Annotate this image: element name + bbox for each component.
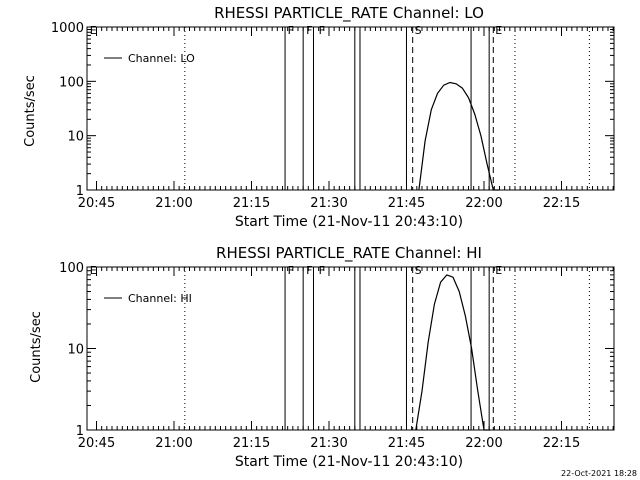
y-axis-label-hi: Counts/sec xyxy=(29,311,44,383)
flag-letter-lo: F xyxy=(288,24,294,37)
flag-letter-lo: E xyxy=(495,24,502,37)
flag-letter-hi: F xyxy=(306,264,312,277)
x-axis-label-lo: Start Time (21-Nov-11 20:43:10) xyxy=(235,214,463,230)
panel-hi: RHESSI PARTICLE_RATE Channel: HI Start T… xyxy=(29,244,615,470)
chart-title-lo: RHESSI PARTICLE_RATE Channel: LO xyxy=(214,4,484,23)
flag-letter-lo: E xyxy=(90,24,97,37)
x-tick-label-hi: 21:00 xyxy=(155,436,192,451)
y-tick-label-lo: 100 xyxy=(59,75,84,90)
x-tick-label-lo: 22:00 xyxy=(465,196,502,211)
flag-letter-lo: S xyxy=(415,24,422,37)
x-tick-label-hi: 22:15 xyxy=(543,436,580,451)
flag-letter-hi: E xyxy=(90,264,97,277)
y-tick-label-lo: 10 xyxy=(67,130,84,145)
x-tick-label-hi: 21:45 xyxy=(388,436,425,451)
flag-letter-lo: F xyxy=(319,24,325,37)
y-tick-label-hi: 10 xyxy=(67,343,84,358)
data-series-line-hi xyxy=(415,274,491,431)
legend-label-lo: Channel: LO xyxy=(128,52,195,65)
plot-frame-lo xyxy=(86,26,615,191)
x-tick-label-hi: 20:45 xyxy=(78,436,115,451)
x-tick-label-lo: 21:30 xyxy=(310,196,347,211)
flag-letter-hi: F xyxy=(288,264,294,277)
legend-label-hi: Channel: HI xyxy=(128,292,192,305)
x-axis-label-hi: Start Time (21-Nov-11 20:43:10) xyxy=(235,454,463,470)
x-tick-label-lo: 21:00 xyxy=(155,196,192,211)
x-tick-label-hi: 21:30 xyxy=(310,436,347,451)
y-tick-label-lo: 1000 xyxy=(51,21,84,36)
panel-lo: RHESSI PARTICLE_RATE Channel: LO Start T… xyxy=(23,4,615,230)
x-tick-label-lo: 22:15 xyxy=(543,196,580,211)
footer-timestamp: 22-Oct-2021 18:28 xyxy=(561,469,637,478)
x-tick-label-lo: 21:45 xyxy=(388,196,425,211)
flag-letter-lo: F xyxy=(306,24,312,37)
chart-title-hi: RHESSI PARTICLE_RATE Channel: HI xyxy=(216,244,482,263)
y-tick-label-hi: 1 xyxy=(76,424,84,439)
flag-letter-hi: F xyxy=(319,264,325,277)
x-tick-label-lo: 21:15 xyxy=(233,196,270,211)
y-tick-label-hi: 100 xyxy=(59,261,84,276)
x-tick-label-lo: 20:45 xyxy=(78,196,115,211)
y-axis-label-lo: Counts/sec xyxy=(23,75,38,147)
data-series-line-lo xyxy=(418,81,500,191)
flag-letter-hi: S xyxy=(415,264,422,277)
x-tick-label-hi: 22:00 xyxy=(465,436,502,451)
flag-letter-hi: E xyxy=(495,264,502,277)
x-tick-label-hi: 21:15 xyxy=(233,436,270,451)
y-tick-label-lo: 1 xyxy=(76,184,84,199)
